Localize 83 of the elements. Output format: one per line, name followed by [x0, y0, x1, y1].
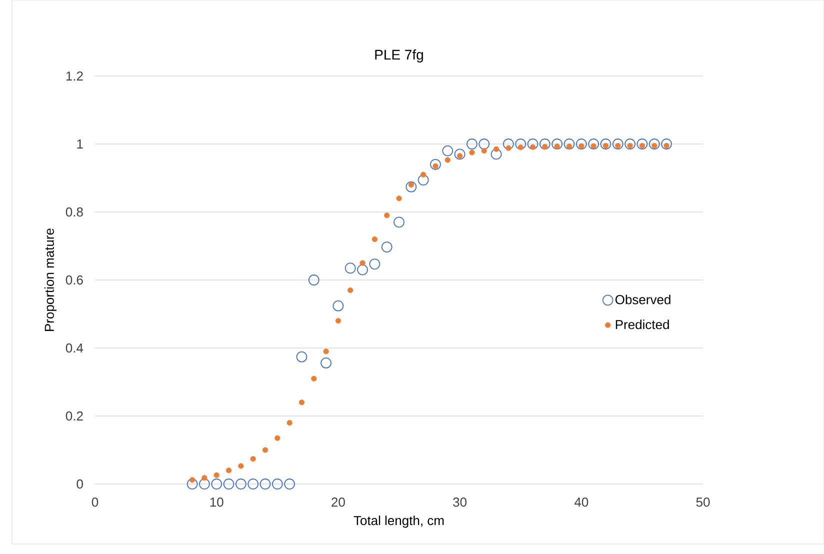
point [384, 212, 390, 218]
point [490, 148, 502, 160]
x-tick-label: 20 [332, 498, 345, 507]
point [588, 138, 600, 150]
point [189, 477, 196, 483]
point [226, 468, 232, 474]
point [396, 196, 402, 202]
point [552, 138, 563, 150]
point [308, 274, 320, 286]
legend-label: Predicted [616, 320, 669, 330]
x-tick-label: 50 [696, 498, 710, 507]
y-tick-label: 1 [77, 140, 83, 148]
point [344, 262, 356, 274]
legend-label: Observed [615, 294, 670, 304]
point [381, 242, 392, 252]
point [478, 138, 490, 150]
point [394, 216, 404, 228]
point [481, 148, 487, 154]
point [612, 138, 624, 150]
y-tick-label: 0.4 [66, 343, 84, 353]
y-tick-label: 0.6 [66, 275, 83, 285]
point [506, 145, 512, 151]
y-tick-label: 0.8 [66, 207, 83, 217]
point [250, 456, 256, 462]
point [469, 150, 475, 156]
point [274, 435, 280, 441]
point [466, 138, 478, 150]
point [311, 376, 317, 382]
point [518, 144, 524, 150]
point [272, 478, 283, 490]
point [357, 264, 368, 276]
point [515, 138, 526, 150]
point [284, 478, 296, 490]
point [369, 258, 380, 270]
point [442, 145, 454, 156]
point [539, 138, 550, 150]
point [298, 400, 305, 406]
point [444, 157, 450, 163]
point [493, 146, 500, 152]
y-tick-label: 1.2 [66, 71, 83, 81]
point [202, 475, 208, 481]
point [502, 138, 514, 150]
point [335, 318, 341, 324]
point [260, 478, 271, 490]
point [320, 358, 332, 368]
y-axis-title: Proportion mature [44, 228, 57, 331]
point [420, 172, 426, 178]
x-tick-label: 30 [453, 498, 467, 507]
point [348, 287, 354, 293]
x-tick-label: 40 [574, 498, 588, 507]
point [186, 478, 198, 490]
y-tick-label: 0.2 [66, 411, 83, 421]
point [527, 138, 538, 150]
point [262, 447, 268, 453]
point [211, 478, 222, 490]
point [406, 181, 417, 192]
y-tick-label: 0 [76, 479, 83, 489]
point [648, 138, 660, 150]
point [600, 138, 612, 150]
point [624, 138, 636, 150]
point [238, 463, 244, 469]
point [360, 260, 366, 266]
point [332, 300, 344, 312]
point [576, 138, 587, 150]
x-tick-label: 0 [92, 498, 98, 507]
point [372, 236, 378, 242]
x-axis-title: Total length, cm [354, 516, 444, 528]
point [296, 351, 308, 362]
point [661, 138, 672, 150]
point [235, 478, 246, 490]
point [323, 348, 329, 354]
point [214, 472, 220, 478]
point [286, 420, 292, 426]
point [430, 158, 441, 170]
point [636, 138, 648, 150]
point [454, 148, 466, 160]
point [198, 478, 210, 490]
x-tick-label: 10 [210, 498, 224, 507]
point [418, 174, 429, 186]
point [223, 478, 234, 490]
point [564, 138, 575, 150]
point [248, 478, 259, 490]
chart-title: PLE 7fg [375, 49, 423, 62]
